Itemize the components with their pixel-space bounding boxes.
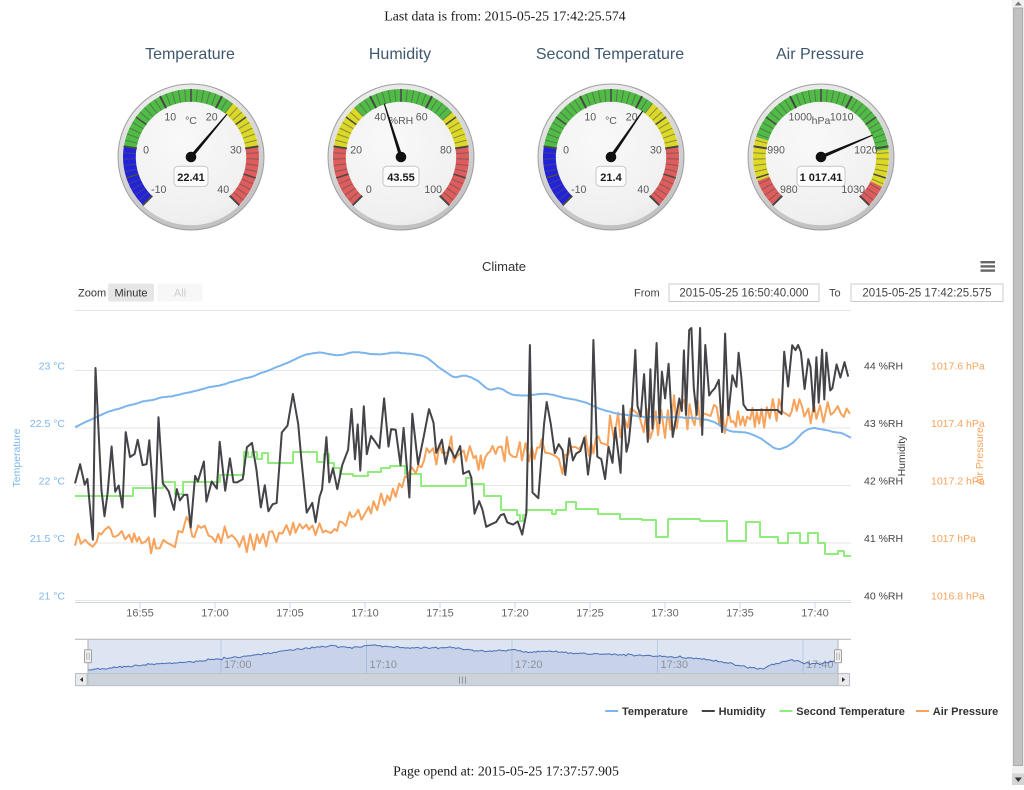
svg-text:10: 10 xyxy=(164,111,176,123)
svg-text:30: 30 xyxy=(650,145,662,157)
svg-text:990: 990 xyxy=(767,145,785,157)
svg-text:Humidity: Humidity xyxy=(896,435,908,477)
svg-text:17:30: 17:30 xyxy=(651,608,679,620)
svg-text:-10: -10 xyxy=(151,184,166,196)
svg-text:44 %RH: 44 %RH xyxy=(864,361,903,373)
svg-text:80: 80 xyxy=(440,145,452,157)
svg-text:30: 30 xyxy=(230,145,242,157)
svg-text:22 °C: 22 °C xyxy=(39,476,66,488)
svg-text:17:00: 17:00 xyxy=(201,608,229,620)
svg-text:17:05: 17:05 xyxy=(276,608,304,620)
svg-text:21.5 °C: 21.5 °C xyxy=(30,533,66,545)
svg-text:20: 20 xyxy=(206,111,218,123)
svg-text:Humidity: Humidity xyxy=(719,706,767,718)
svg-text:Last data is from: 2015-05-25: Last data is from: 2015-05-25 17:42:25.5… xyxy=(384,9,626,24)
svg-text:41 %RH: 41 %RH xyxy=(864,533,903,545)
svg-text:Temperature: Temperature xyxy=(11,428,23,487)
svg-text:1000: 1000 xyxy=(789,111,813,123)
svg-text:%RH: %RH xyxy=(389,115,414,127)
svg-text:Air Pressure: Air Pressure xyxy=(933,706,998,718)
svg-text:hPa: hPa xyxy=(812,115,831,127)
svg-text:Page opend at: 2015-05-25 17:3: Page opend at: 2015-05-25 17:37:57.905 xyxy=(393,764,619,779)
svg-text:1017 hPa: 1017 hPa xyxy=(931,533,976,545)
svg-text:43.55: 43.55 xyxy=(387,172,415,184)
svg-text:22.5 °C: 22.5 °C xyxy=(30,418,66,430)
svg-text:Air Pressure: Air Pressure xyxy=(974,427,986,485)
svg-text:60: 60 xyxy=(416,111,428,123)
svg-text:1 017.41: 1 017.41 xyxy=(800,172,843,184)
svg-text:Temperature: Temperature xyxy=(622,706,688,718)
svg-text:43 %RH: 43 %RH xyxy=(864,418,903,430)
svg-text:17:40: 17:40 xyxy=(801,608,829,620)
svg-text:0: 0 xyxy=(563,145,569,157)
svg-text:23 °C: 23 °C xyxy=(39,361,66,373)
svg-text:Temperature: Temperature xyxy=(145,46,235,63)
svg-text:17:15: 17:15 xyxy=(426,608,454,620)
svg-text:0: 0 xyxy=(366,184,372,196)
svg-text:1017.6 hPa: 1017.6 hPa xyxy=(931,361,985,373)
svg-text:Climate: Climate xyxy=(482,259,526,274)
svg-text:From: From xyxy=(634,288,660,300)
svg-text:17:35: 17:35 xyxy=(726,608,754,620)
svg-text:°C: °C xyxy=(605,115,617,127)
svg-text:980: 980 xyxy=(780,184,798,196)
svg-text:-10: -10 xyxy=(571,184,586,196)
svg-text:Second Temperature: Second Temperature xyxy=(796,706,905,718)
svg-text:Minute: Minute xyxy=(114,288,147,300)
svg-text:16:55: 16:55 xyxy=(126,608,154,620)
svg-text:Humidity: Humidity xyxy=(369,46,431,63)
svg-text:17:10: 17:10 xyxy=(351,608,379,620)
svg-text:40 %RH: 40 %RH xyxy=(864,591,903,603)
svg-text:17:25: 17:25 xyxy=(576,608,604,620)
svg-text:10: 10 xyxy=(584,111,596,123)
svg-text:22.41: 22.41 xyxy=(177,172,205,184)
svg-text:17:20: 17:20 xyxy=(501,608,529,620)
svg-text:To: To xyxy=(829,288,841,300)
svg-text:Second Temperature: Second Temperature xyxy=(536,46,684,63)
svg-text:20: 20 xyxy=(350,145,362,157)
svg-text:0: 0 xyxy=(143,145,149,157)
svg-text:21.4: 21.4 xyxy=(600,172,622,184)
svg-text:All: All xyxy=(174,288,186,300)
svg-text:2015-05-25 16:50:40.000: 2015-05-25 16:50:40.000 xyxy=(679,288,808,300)
svg-text:Zoom: Zoom xyxy=(78,288,106,300)
svg-text:Air Pressure: Air Pressure xyxy=(776,46,864,63)
svg-text:1016.8 hPa: 1016.8 hPa xyxy=(931,591,985,603)
svg-text:40: 40 xyxy=(374,111,386,123)
svg-text:40: 40 xyxy=(637,184,649,196)
svg-text:1010: 1010 xyxy=(830,111,854,123)
svg-text:40: 40 xyxy=(217,184,229,196)
svg-text:°C: °C xyxy=(185,115,197,127)
svg-text:100: 100 xyxy=(424,184,442,196)
svg-text:2015-05-25 17:42:25.575: 2015-05-25 17:42:25.575 xyxy=(862,288,991,300)
svg-text:1030: 1030 xyxy=(841,184,865,196)
svg-text:1020: 1020 xyxy=(854,145,878,157)
svg-text:21 °C: 21 °C xyxy=(39,591,66,603)
